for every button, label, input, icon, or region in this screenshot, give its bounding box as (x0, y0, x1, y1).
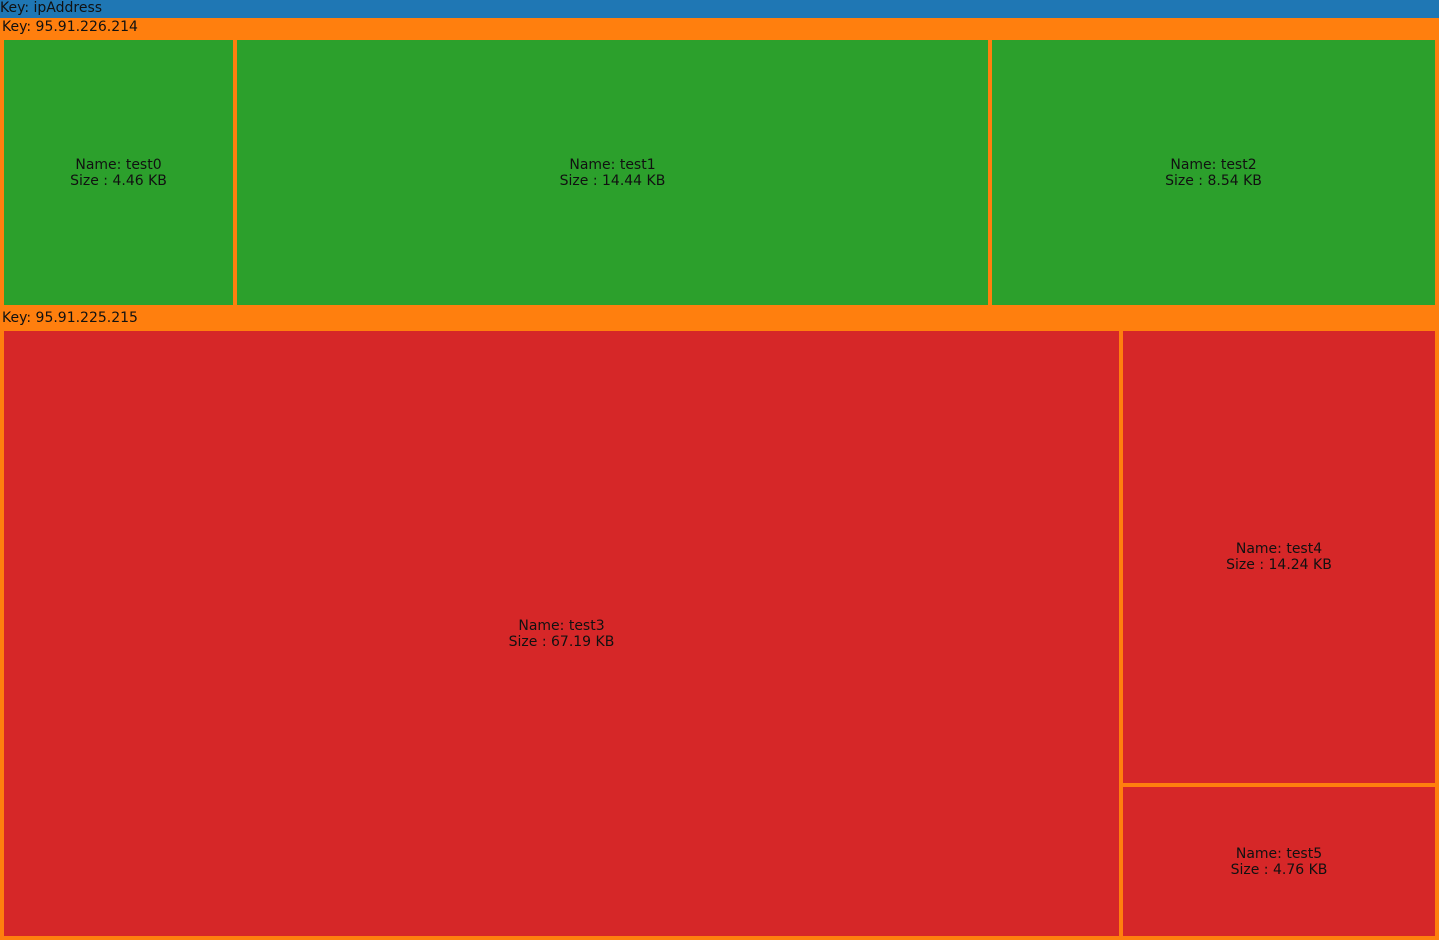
cell-name-label: Name: test5 (1235, 845, 1323, 862)
group-key-label: Key: 95.91.226.214 (0, 18, 1439, 37)
treemap-cell[interactable]: Name: test0 Size : 4.46 KB (2, 38, 235, 307)
cell-name-label: Name: test0 (75, 156, 162, 173)
treemap-cell[interactable]: Name: test5 Size : 4.76 KB (1121, 785, 1437, 938)
treemap-cell[interactable]: Name: test2 Size : 8.54 KB (990, 38, 1437, 307)
cell-size-label: Size : 8.54 KB (1165, 172, 1262, 189)
cell-name-label: Name: test3 (518, 617, 605, 634)
cell-name-label: Name: test4 (1235, 541, 1323, 557)
cell-size-label: Size : 14.44 KB (559, 172, 666, 189)
cell-size-label: Size : 4.46 KB (70, 172, 167, 189)
cell-size-label: Size : 4.76 KB (1230, 861, 1328, 878)
treemap-group: Key: 95.91.225.215 Name: test3 Size : 67.1… (0, 309, 1439, 940)
treemap-cell[interactable]: Name: test1 Size : 14.44 KB (235, 38, 990, 307)
cell-size-label: Size : 67.19 KB (508, 633, 615, 650)
treemap-cell[interactable]: Name: test3 Size : 67.19 KB (2, 329, 1121, 938)
root-key-label: Key: ipAddress (0, 0, 1439, 18)
cell-name-label: Name: test2 (1170, 156, 1257, 173)
treemap-cell[interactable]: Name: test4 Size : 14.24 KB (1121, 329, 1437, 785)
cell-size-label: Size : 14.24 KB (1226, 557, 1332, 573)
group-key-label: Key: 95.91.225.215 (0, 309, 1439, 328)
cell-name-label: Name: test1 (569, 156, 656, 173)
treemap-group: Key: 95.91.226.214 Name: test0 Size : 4.46… (0, 18, 1439, 309)
